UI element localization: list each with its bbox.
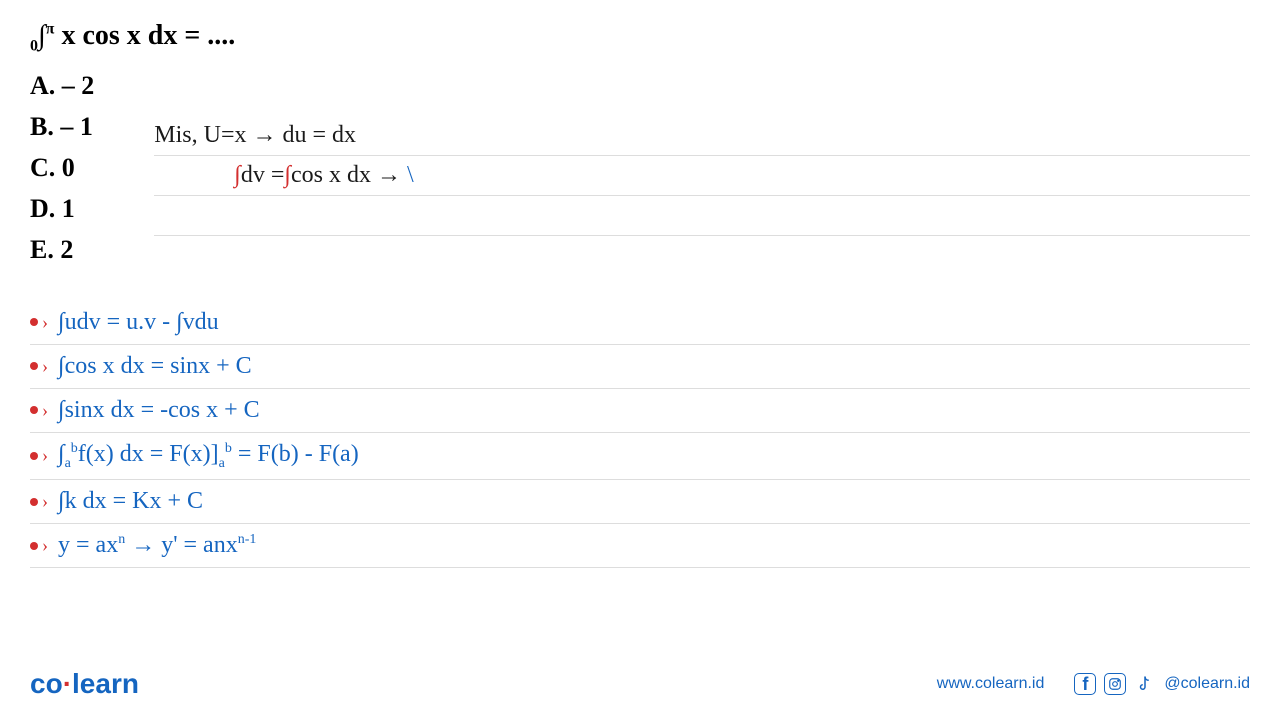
option-a: A. – 2 [30, 66, 94, 105]
logo: co·learn [30, 668, 139, 700]
work-integral-1: ∫ [234, 162, 241, 188]
logo-co: co [30, 668, 63, 699]
option-e: E. 2 [30, 230, 94, 269]
bullet-icon [30, 452, 38, 460]
website-url: www.colearn.id [937, 675, 1045, 693]
work-prefix: Mis, [154, 122, 203, 148]
work-line-2: ∫dv =∫cos x dx → \ [154, 156, 1250, 196]
formula-6: › y = axn → y' = anxn-1 [30, 524, 1250, 568]
formula-cos: ∫cos x dx = sinx + C [58, 353, 252, 380]
f6-p1: y = ax [58, 532, 118, 558]
formula-constant: ∫k dx = Kx + C [58, 488, 203, 515]
work-result: \ [407, 162, 414, 188]
formula-derivative: y = axn → y' = anxn-1 [58, 532, 256, 559]
arrow-icon: › [42, 356, 48, 377]
work-substitution: U=x → du = dx [204, 122, 356, 148]
formula-parts: ∫udv = u.v - ∫vdu [58, 309, 219, 336]
work-area: Mis, U=x → du = dx ∫dv =∫cos x dx → \ [154, 66, 1250, 236]
formula-3: › ∫sinx dx = -cos x + C [30, 389, 1250, 433]
formula-4: › ∫abf(x) dx = F(x)]ab = F(b) - F(a) [30, 433, 1250, 481]
f6-n2: n-1 [238, 532, 257, 547]
integral-sign: ∫ [38, 20, 46, 51]
answer-options: A. – 2 B. – 1 C. 0 D. 1 E. 2 [30, 66, 94, 271]
arrow-icon: › [42, 535, 48, 556]
bullet-icon [30, 542, 38, 550]
social-handle: @colearn.id [1164, 675, 1250, 693]
question-text: 0∫π x cos x dx = .... [30, 20, 1250, 56]
option-d: D. 1 [30, 189, 94, 228]
option-c: C. 0 [30, 148, 94, 187]
question-body: x cos x dx = .... [54, 20, 235, 51]
formula-definite: ∫abf(x) dx = F(x)]ab = F(b) - F(a) [58, 441, 359, 472]
f4-int: ∫ [58, 441, 65, 467]
integral-lower: 0 [30, 38, 38, 55]
option-b: B. – 1 [30, 107, 94, 146]
top-section: A. – 2 B. – 1 C. 0 D. 1 E. 2 Mis, U=x → … [30, 66, 1250, 271]
f4-mid: f(x) dx = F(x)] [78, 441, 219, 467]
facebook-icon: f [1074, 673, 1096, 695]
tiktok-icon [1134, 673, 1156, 695]
arrow-icon: › [42, 312, 48, 333]
bullet-icon [30, 498, 38, 506]
logo-dot-icon: · [63, 668, 72, 699]
footer-right: www.colearn.id f @colearn.id [937, 673, 1250, 695]
f4-b1: b [71, 441, 78, 456]
formula-1: › ∫udv = u.v - ∫vdu [30, 301, 1250, 345]
f4-a1: a [65, 455, 71, 470]
bullet-icon [30, 362, 38, 370]
logo-learn: learn [72, 668, 139, 699]
formula-sin: ∫sinx dx = -cos x + C [58, 397, 260, 424]
bullet-icon [30, 318, 38, 326]
work-dv: dv = [241, 162, 285, 188]
work-line-3 [154, 196, 1250, 236]
f4-b2: b [225, 441, 232, 456]
footer: co·learn www.colearn.id f @colearn.id [30, 668, 1250, 700]
arrow-icon: › [42, 445, 48, 466]
f6-p2: → y' = anx [125, 532, 238, 558]
work-cos: cos x dx → [291, 162, 407, 188]
social-links: f @colearn.id [1074, 673, 1250, 695]
bullet-icon [30, 406, 38, 414]
formula-5: › ∫k dx = Kx + C [30, 480, 1250, 524]
arrow-icon: › [42, 400, 48, 421]
instagram-icon [1104, 673, 1126, 695]
f4-end: = F(b) - F(a) [232, 441, 359, 467]
work-line-1: Mis, U=x → du = dx [154, 116, 1250, 156]
formulas-section: › ∫udv = u.v - ∫vdu › ∫cos x dx = sinx +… [30, 301, 1250, 569]
arrow-icon: › [42, 491, 48, 512]
formula-2: › ∫cos x dx = sinx + C [30, 345, 1250, 389]
work-integral-2: ∫ [284, 162, 291, 188]
f4-a2: a [219, 455, 225, 470]
